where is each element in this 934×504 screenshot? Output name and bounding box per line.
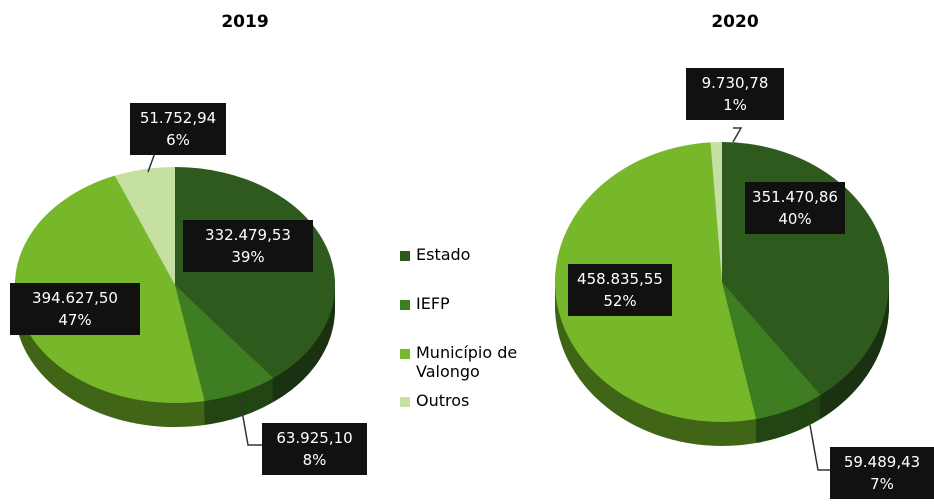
legend-item: Estado	[400, 245, 540, 264]
legend-label: Outros	[416, 391, 470, 410]
data-label: 332.479,53 39%	[183, 220, 313, 272]
leader-line	[239, 399, 262, 446]
legend-swatch	[400, 251, 410, 261]
percent-label: 40%	[778, 210, 812, 228]
legend-item: Outros	[400, 391, 540, 410]
slice	[114, 167, 175, 285]
value-label: 63.925,10	[276, 429, 353, 447]
chart-title: 2019	[221, 12, 269, 32]
percent-label: 39%	[231, 248, 265, 266]
legend-swatch	[400, 397, 410, 407]
value-label: 394.627,50	[32, 289, 118, 307]
legend-swatch	[400, 300, 410, 310]
chart-title: 2020	[711, 12, 759, 32]
percent-label: 52%	[603, 292, 637, 310]
slice	[175, 285, 274, 401]
value-label: 9.730,78	[701, 74, 769, 92]
legend: Estado IEFP Município de Valongo Outros	[400, 245, 540, 440]
data-label: 394.627,50 47%	[10, 283, 140, 335]
value-label: 458.835,55	[577, 270, 663, 288]
value-label: 351.470,86	[752, 188, 838, 206]
slice	[710, 142, 722, 282]
percent-label: 47%	[58, 311, 92, 329]
legend-label: Estado	[416, 245, 471, 264]
leader-line	[809, 424, 830, 471]
slice	[722, 282, 821, 420]
legend-label: IEFP	[416, 294, 450, 313]
legend-swatch	[400, 349, 410, 359]
legend-item: IEFP	[400, 294, 540, 313]
value-label: 332.479,53	[205, 226, 291, 244]
slice	[175, 167, 336, 379]
data-label: 63.925,10 8%	[262, 423, 367, 475]
value-label: 59.489,43	[843, 453, 921, 471]
percent-label: 1%	[723, 96, 747, 114]
data-label: 458.835,55 52%	[568, 264, 672, 316]
data-label: 351.470,86 40%	[745, 182, 845, 234]
value-label: 51.752,94	[139, 109, 217, 127]
data-label: 9.730,78 1%	[686, 68, 784, 120]
leader-line	[732, 127, 743, 143]
percent-label: 8%	[302, 451, 327, 469]
legend-item: Município de Valongo	[400, 343, 540, 381]
data-label: 59.489,43 7%	[830, 447, 934, 499]
percent-label: 7%	[870, 475, 894, 493]
percent-label: 6%	[166, 131, 190, 149]
legend-label: Município de Valongo	[416, 343, 518, 381]
data-label: 51.752,94 6%	[130, 103, 226, 155]
